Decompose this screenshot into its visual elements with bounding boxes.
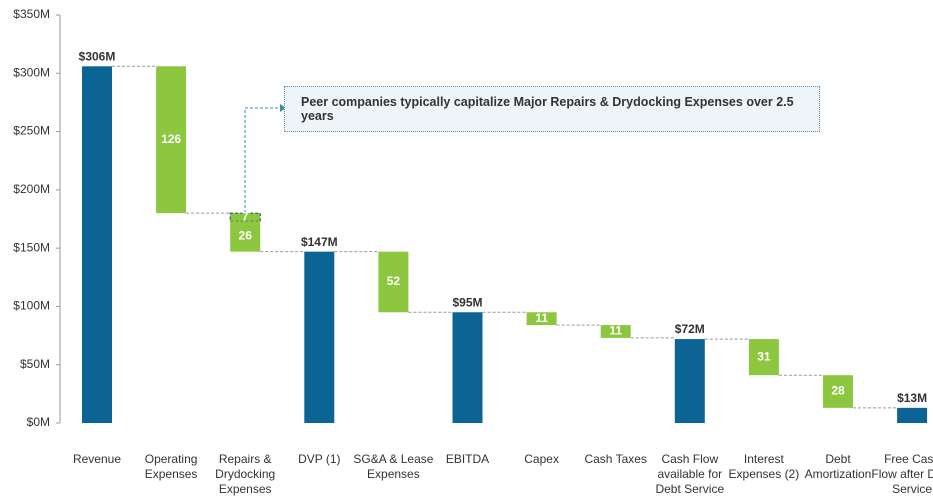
data-label: $95M [452,295,482,309]
x-tick-label: Revenue [72,452,122,466]
bar [452,312,483,423]
x-tick-label: Cash Taxes [584,452,647,466]
x-tick-label: EBITDA [445,452,490,466]
x-tick-label: SG&A & Lease Expenses [353,452,434,481]
annotation-arrow [244,107,280,213]
y-tick-label: $350M [13,7,50,21]
x-tick-label: Repairs & Drydocking Expenses [215,452,276,496]
y-tick-label: $0M [27,415,50,429]
x-tick-label: Free Cash Flow after Debt Service [871,452,933,496]
data-label: 52 [387,274,401,288]
data-label: 31 [757,349,771,363]
y-tick-label: $150M [13,240,50,254]
y-tick-label: $300M [13,65,50,79]
data-label: $13M [897,391,927,405]
y-tick-label: $50M [20,357,50,371]
bar [748,339,779,376]
y-tick-label: $200M [13,182,50,196]
data-label: 26 [239,229,253,243]
data-label: 7 [242,209,249,223]
bar [230,221,261,252]
arrow-head [280,104,286,112]
x-tick-label: DVP (1) [298,452,341,466]
x-tick-label: Operating Expenses [144,452,198,481]
bar [823,375,853,408]
data-label: $147M [301,235,338,249]
data-label: 11 [609,324,622,338]
bar [229,212,261,222]
x-tick-label: Debt Amortization [804,452,872,481]
data-label: $306M [79,49,116,63]
bar [600,325,631,338]
bar [156,66,187,214]
bar [378,251,409,313]
bar [526,312,557,326]
data-label: 126 [161,132,181,146]
x-tick-label: Interest Expenses (2) [728,452,800,481]
bar [304,251,335,423]
bar [897,407,928,423]
annotation: Peer companies typically capitalize Majo… [284,86,820,132]
data-label: 28 [831,384,845,398]
data-label: $72M [675,322,705,336]
x-tick-label: Cash Flow available for Debt Service [655,452,725,496]
y-tick-label: $250M [13,124,50,138]
y-tick-label: $100M [13,299,50,313]
bar [674,339,705,423]
bar [82,66,112,423]
x-tick-label: Capex [524,452,559,466]
data-label: 11 [535,311,548,325]
